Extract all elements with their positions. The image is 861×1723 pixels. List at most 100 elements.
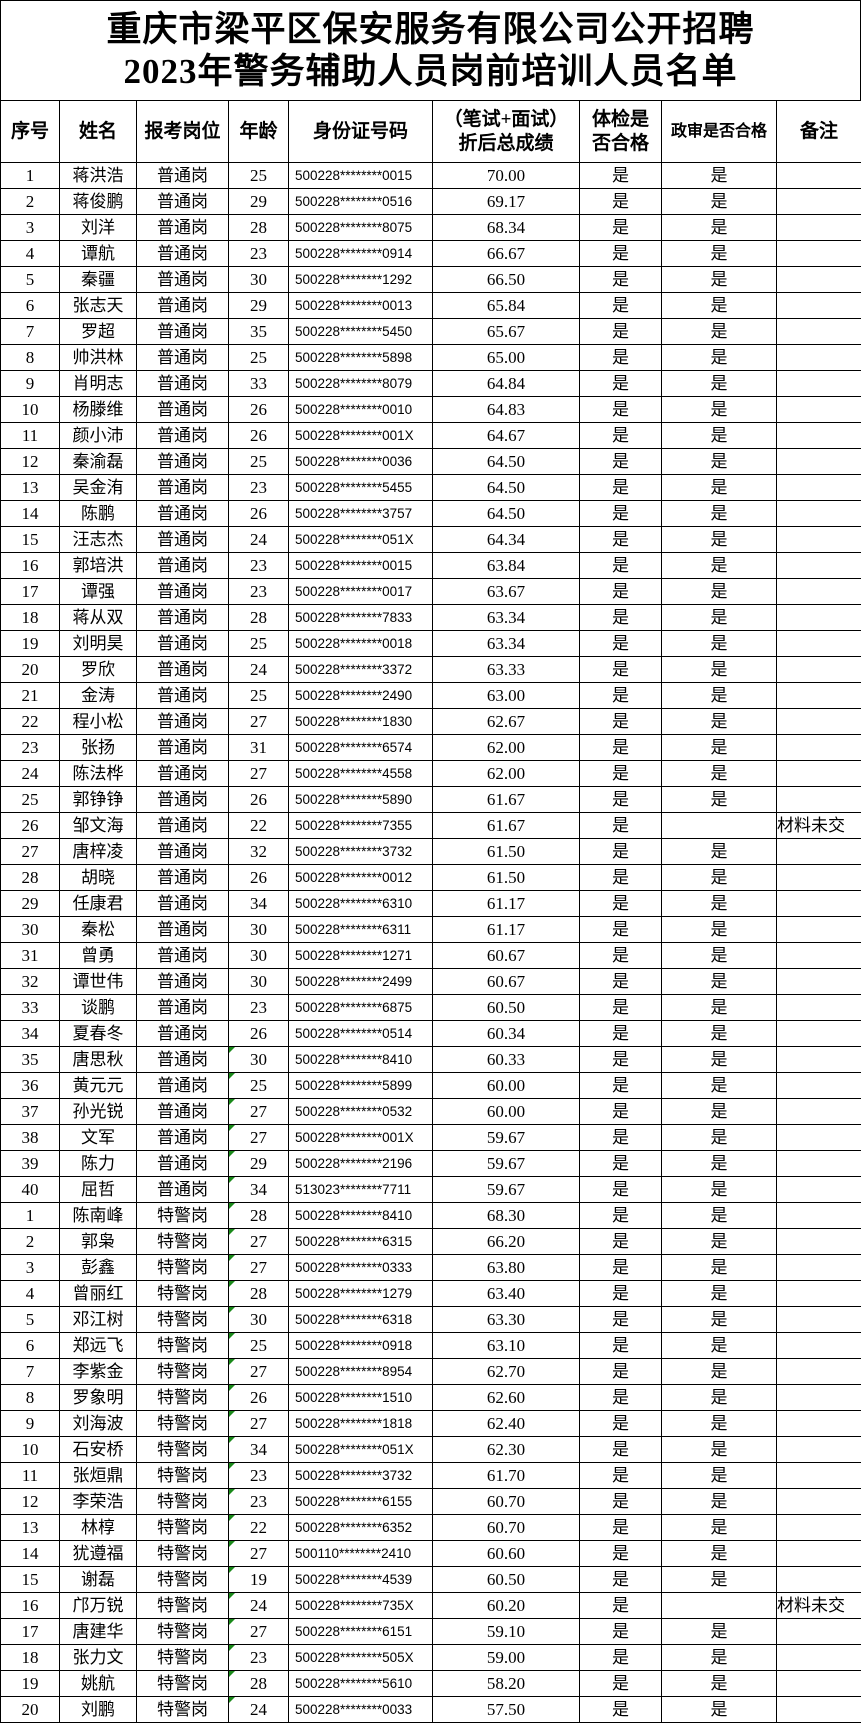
cell-seq[interactable]: 8 [0,344,60,371]
cell-id[interactable]: 500228********0514 [288,1020,433,1047]
cell-score[interactable]: 59.67 [432,1176,580,1203]
cell-health[interactable]: 是 [579,1644,662,1671]
cell-id[interactable]: 500228********6318 [288,1306,433,1333]
cell-health[interactable]: 是 [579,240,662,267]
cell-health[interactable]: 是 [579,994,662,1021]
cell-note[interactable] [776,1228,861,1255]
cell-score[interactable]: 64.50 [432,474,580,501]
cell-name[interactable]: 刘鹏 [59,1696,137,1723]
cell-post[interactable]: 普通岗 [136,344,229,371]
cell-health[interactable]: 是 [579,1176,662,1203]
cell-post[interactable]: 普通岗 [136,994,229,1021]
cell-score[interactable]: 62.67 [432,708,580,735]
cell-political[interactable]: 是 [661,422,777,449]
cell-post[interactable]: 普通岗 [136,240,229,267]
cell-note[interactable] [776,1566,861,1593]
cell-health[interactable]: 是 [579,526,662,553]
cell-note[interactable] [776,1644,861,1671]
cell-health[interactable]: 是 [579,1618,662,1645]
cell-seq[interactable]: 10 [0,396,60,423]
cell-name[interactable]: 唐思秋 [59,1046,137,1073]
cell-age[interactable]: 28 [228,1202,289,1229]
cell-post[interactable]: 普通岗 [136,968,229,995]
cell-political[interactable]: 是 [661,292,777,319]
cell-post[interactable]: 普通岗 [136,864,229,891]
cell-age[interactable]: 30 [228,1306,289,1333]
cell-id[interactable]: 500228********8079 [288,370,433,397]
cell-name[interactable]: 秦疆 [59,266,137,293]
cell-score[interactable]: 70.00 [432,162,580,189]
cell-id[interactable]: 500228********735X [288,1592,433,1619]
cell-note[interactable] [776,1332,861,1359]
cell-seq[interactable]: 34 [0,1020,60,1047]
cell-age[interactable]: 23 [228,1462,289,1489]
cell-health[interactable]: 是 [579,942,662,969]
cell-name[interactable]: 金涛 [59,682,137,709]
cell-health[interactable]: 是 [579,708,662,735]
cell-id[interactable]: 500228********6574 [288,734,433,761]
cell-age[interactable]: 23 [228,994,289,1021]
cell-political[interactable]: 是 [661,1384,777,1411]
cell-score[interactable]: 62.00 [432,734,580,761]
cell-score[interactable]: 68.34 [432,214,580,241]
cell-name[interactable]: 肖明志 [59,370,137,397]
cell-note[interactable] [776,968,861,995]
cell-post[interactable]: 普通岗 [136,1020,229,1047]
cell-name[interactable]: 李荣浩 [59,1488,137,1515]
cell-score[interactable]: 63.40 [432,1280,580,1307]
cell-post[interactable]: 特警岗 [136,1566,229,1593]
cell-id[interactable]: 500228********1271 [288,942,433,969]
cell-political[interactable]: 是 [661,526,777,553]
cell-name[interactable]: 张志天 [59,292,137,319]
cell-name[interactable]: 郭培洪 [59,552,137,579]
cell-health[interactable]: 是 [579,760,662,787]
cell-political[interactable]: 是 [661,1462,777,1489]
cell-health[interactable]: 是 [579,786,662,813]
cell-note[interactable] [776,1150,861,1177]
cell-id[interactable]: 500228********3732 [288,1462,433,1489]
cell-political[interactable]: 是 [661,162,777,189]
cell-name[interactable]: 唐建华 [59,1618,137,1645]
cell-age[interactable]: 25 [228,448,289,475]
cell-score[interactable]: 64.83 [432,396,580,423]
cell-score[interactable]: 66.50 [432,266,580,293]
cell-score[interactable]: 60.50 [432,994,580,1021]
cell-health[interactable]: 是 [579,916,662,943]
cell-score[interactable]: 60.70 [432,1488,580,1515]
cell-id[interactable]: 500228********6311 [288,916,433,943]
cell-political[interactable]: 是 [661,1670,777,1697]
cell-name[interactable]: 陈法桦 [59,760,137,787]
cell-age[interactable]: 24 [228,1592,289,1619]
cell-post[interactable]: 普通岗 [136,942,229,969]
cell-note[interactable] [776,1670,861,1697]
cell-note[interactable] [776,838,861,865]
cell-score[interactable]: 62.60 [432,1384,580,1411]
cell-score[interactable]: 62.00 [432,760,580,787]
cell-age[interactable]: 22 [228,812,289,839]
cell-name[interactable]: 邓江树 [59,1306,137,1333]
cell-score[interactable]: 62.40 [432,1410,580,1437]
cell-age[interactable]: 24 [228,526,289,553]
cell-political[interactable]: 是 [661,1488,777,1515]
cell-id[interactable]: 500228********0036 [288,448,433,475]
cell-age[interactable]: 25 [228,682,289,709]
cell-note[interactable] [776,1514,861,1541]
cell-id[interactable]: 500228********6155 [288,1488,433,1515]
cell-age[interactable]: 26 [228,396,289,423]
cell-name[interactable]: 姚航 [59,1670,137,1697]
cell-political[interactable]: 是 [661,1202,777,1229]
cell-political[interactable]: 是 [661,734,777,761]
cell-post[interactable]: 普通岗 [136,318,229,345]
cell-id[interactable]: 500228********6315 [288,1228,433,1255]
cell-post[interactable]: 普通岗 [136,1072,229,1099]
cell-seq[interactable]: 4 [0,1280,60,1307]
cell-id[interactable]: 500228********1279 [288,1280,433,1307]
cell-health[interactable]: 是 [579,1306,662,1333]
cell-note[interactable] [776,656,861,683]
cell-seq[interactable]: 20 [0,656,60,683]
cell-age[interactable]: 23 [228,240,289,267]
cell-post[interactable]: 特警岗 [136,1384,229,1411]
cell-political[interactable]: 是 [661,1306,777,1333]
cell-id[interactable]: 500228********6875 [288,994,433,1021]
cell-political[interactable]: 是 [661,1124,777,1151]
